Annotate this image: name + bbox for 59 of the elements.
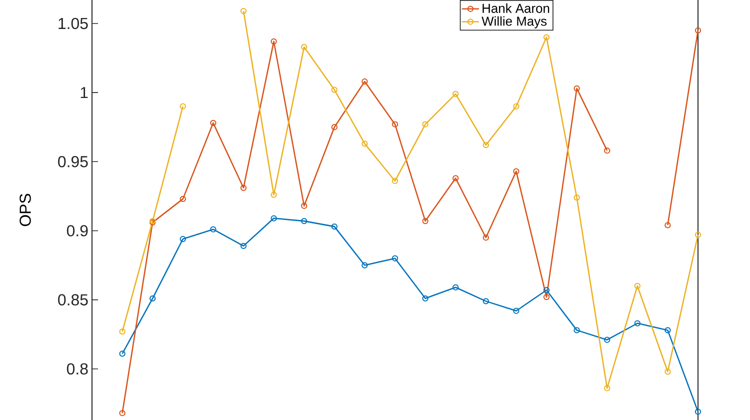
point — [392, 255, 398, 262]
point — [482, 234, 489, 241]
point — [270, 192, 277, 198]
point — [543, 287, 550, 294]
point — [574, 194, 580, 201]
y-tick-label: 0.8 — [66, 363, 88, 375]
point — [513, 308, 520, 314]
point — [240, 8, 247, 14]
point — [362, 140, 368, 147]
point — [634, 282, 640, 290]
point — [574, 327, 580, 334]
point — [604, 147, 610, 154]
point — [422, 218, 428, 224]
legend-label: Willie Mays — [482, 16, 547, 28]
point — [270, 215, 277, 222]
point — [331, 124, 338, 130]
point — [331, 86, 338, 93]
point — [634, 320, 640, 326]
point — [150, 295, 156, 302]
point — [210, 226, 216, 232]
point — [270, 38, 277, 45]
point — [543, 294, 550, 300]
point — [482, 298, 489, 304]
point — [180, 236, 186, 242]
point — [301, 44, 308, 50]
point — [240, 242, 247, 250]
legend-label: Hank Aaron — [482, 3, 550, 13]
point — [392, 121, 398, 128]
point — [482, 142, 489, 148]
y-tick-label: 1.05 — [58, 18, 88, 30]
point — [210, 120, 216, 126]
point — [422, 121, 428, 128]
point — [604, 336, 610, 343]
point — [543, 34, 550, 40]
point — [301, 218, 308, 224]
point — [392, 178, 398, 184]
point — [452, 284, 459, 290]
y-tick-label: 0.85 — [58, 294, 88, 306]
point — [604, 385, 610, 392]
point — [664, 222, 671, 228]
point — [180, 103, 186, 110]
point — [664, 327, 671, 334]
point — [574, 85, 580, 92]
y-tick-label: 0.9 — [66, 225, 88, 236]
y-tick-label: 0.95 — [58, 156, 88, 168]
point — [452, 90, 459, 98]
point — [513, 103, 520, 110]
point — [331, 223, 338, 230]
point — [513, 168, 520, 174]
point — [301, 202, 308, 209]
point — [180, 196, 186, 202]
point — [362, 78, 368, 85]
point — [452, 175, 459, 182]
point — [240, 184, 247, 191]
point — [664, 368, 671, 375]
y-tick-label: 1 — [80, 87, 88, 98]
y-axis-title: OPS — [20, 194, 31, 226]
point — [422, 295, 428, 302]
point — [362, 262, 368, 268]
